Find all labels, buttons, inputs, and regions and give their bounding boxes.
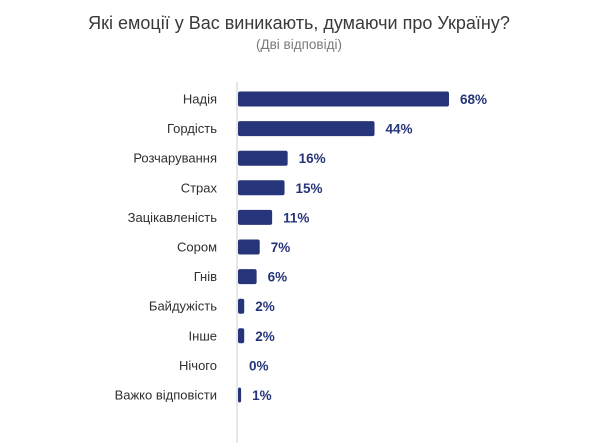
category-label: Розчарування [133,151,217,166]
chart-subtitle: (Дві відповіді) [256,37,342,52]
bar [238,180,285,196]
category-label: Гнів [194,269,217,284]
bars-group: Надія 68% Гордість 44% Розчарування 16% Страх 1… [115,91,487,403]
chart-title: Які емоції у Вас виникають, думаючи про … [88,13,510,33]
value-label: 6% [268,270,288,285]
bar [238,121,375,137]
bar [238,209,273,225]
category-label: Інше [189,328,217,343]
value-label: 1% [252,388,272,403]
value-label: 0% [249,358,269,373]
category-label: Байдужість [149,299,217,314]
value-label: 2% [255,329,275,344]
category-label: Важко відповісти [115,388,217,403]
bar [238,298,245,314]
bar [238,150,288,166]
category-label: Нічого [179,358,217,373]
bar [238,269,257,285]
bar [238,387,242,403]
category-label: Страх [181,180,218,195]
value-label: 16% [299,151,326,166]
value-label: 15% [296,181,323,196]
category-label: Надія [183,92,217,107]
value-label: 68% [460,92,487,107]
bar [238,91,449,107]
value-label: 11% [283,210,309,225]
category-label: Сором [177,240,217,255]
value-label: 44% [386,122,413,137]
bar [238,328,245,344]
value-label: 7% [271,240,291,255]
category-label: Зацікавленість [128,210,218,225]
value-label: 2% [255,299,275,314]
category-label: Гордість [167,121,217,136]
bar [238,239,260,255]
